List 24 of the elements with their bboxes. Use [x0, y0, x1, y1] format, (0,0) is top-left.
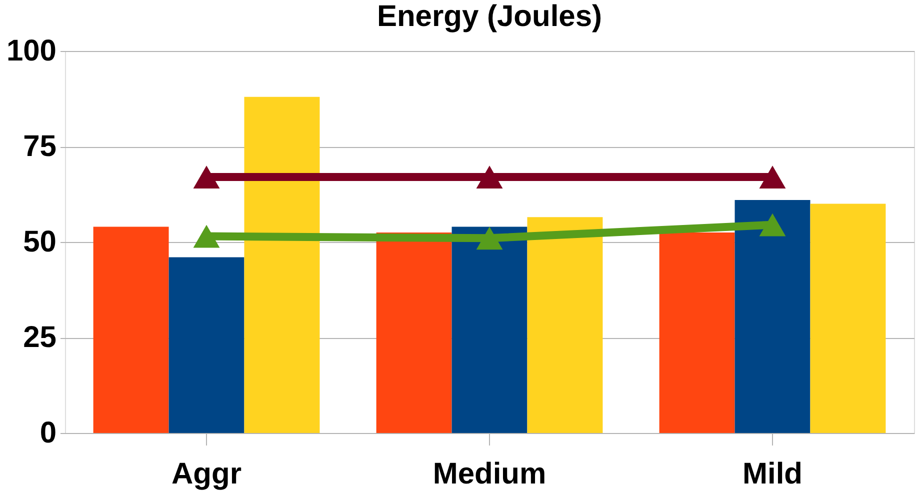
bar: [376, 232, 452, 433]
point: [759, 213, 786, 236]
point: [759, 166, 786, 189]
x-tick-label: Medium: [432, 458, 546, 490]
point: [476, 226, 503, 250]
bar: [527, 217, 603, 433]
y-tick-label: 100: [6, 34, 56, 68]
chart-title: Energy (Joules): [376, 0, 602, 33]
x-tick-label: Mild: [742, 458, 802, 490]
bar: [734, 200, 810, 433]
point: [476, 166, 503, 189]
bar: [93, 226, 169, 433]
point: [193, 166, 220, 189]
bar: [168, 257, 244, 433]
bar: [452, 226, 528, 433]
y-tick-label: 25: [23, 321, 56, 354]
y-tick-label: 75: [23, 130, 56, 163]
bar: [810, 204, 886, 433]
bar: [244, 96, 320, 433]
point: [193, 224, 220, 248]
x-tick-label: Aggr: [172, 458, 242, 490]
y-tick-label: 50: [23, 226, 56, 258]
y-tick-label: 0: [40, 416, 56, 450]
bar: [659, 232, 735, 433]
